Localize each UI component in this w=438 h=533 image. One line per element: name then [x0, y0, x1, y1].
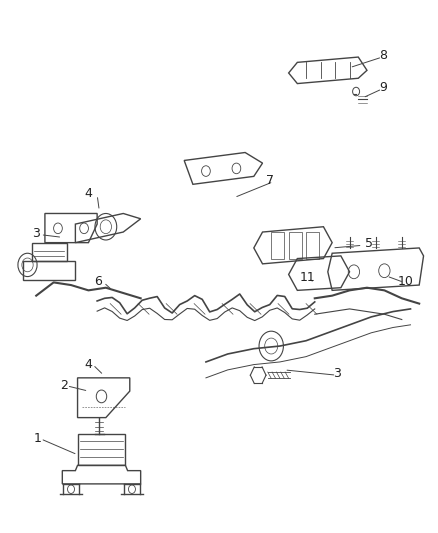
Text: 5: 5	[365, 237, 373, 250]
Text: 8: 8	[379, 49, 388, 62]
Text: 1: 1	[34, 432, 42, 446]
Text: 11: 11	[300, 271, 315, 284]
Text: 7: 7	[266, 174, 274, 187]
Text: 10: 10	[397, 275, 413, 288]
Text: 9: 9	[380, 81, 388, 94]
Text: 3: 3	[333, 367, 341, 380]
Text: 4: 4	[85, 358, 92, 371]
Text: 2: 2	[60, 379, 67, 392]
Text: 4: 4	[85, 187, 92, 200]
Text: 3: 3	[32, 227, 40, 240]
Text: 6: 6	[94, 275, 102, 288]
